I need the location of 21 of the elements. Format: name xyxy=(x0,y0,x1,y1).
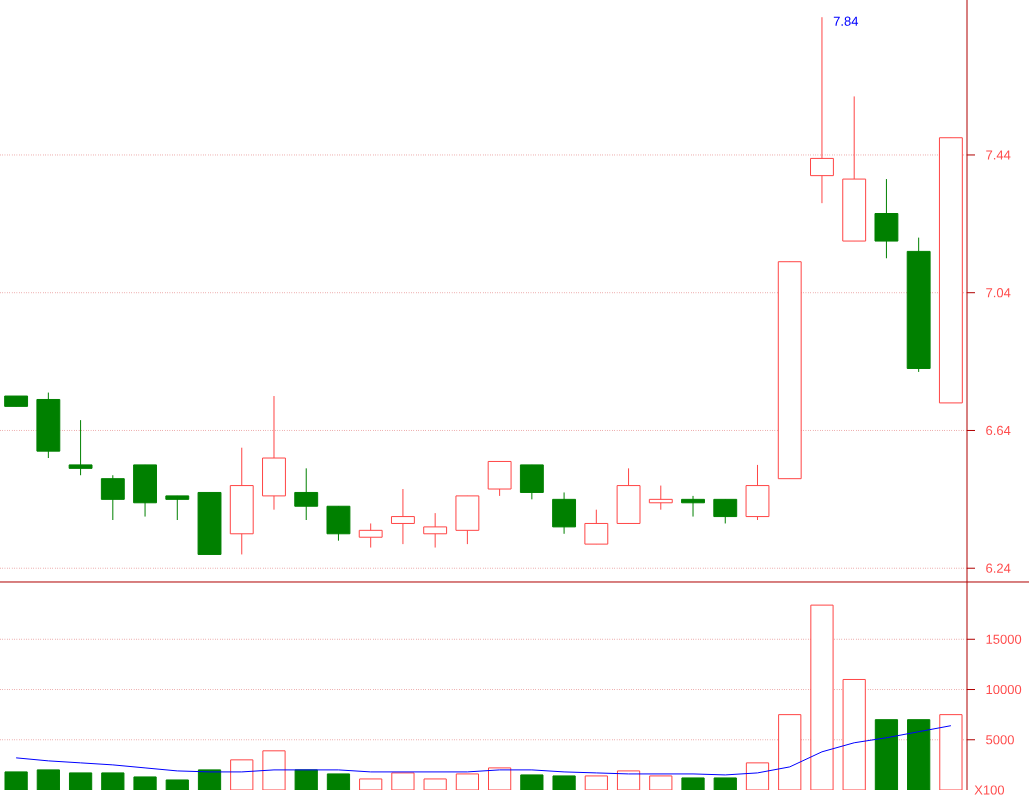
candlestick xyxy=(648,485,673,511)
y-tick-label: 10000 xyxy=(986,684,1022,695)
annotation: 7.84 xyxy=(833,16,859,26)
y-tick-label: 7.04 xyxy=(986,288,1011,298)
y-tick-label: 15000 xyxy=(986,634,1022,644)
y-tick-label: 6.24 xyxy=(986,563,1011,573)
y-tick-label: 7.44 xyxy=(986,150,1011,160)
text: X100 xyxy=(974,785,1005,795)
candlestick xyxy=(165,495,190,521)
y-tick-label: 5000 xyxy=(986,735,1014,745)
candlestick xyxy=(68,419,93,476)
candlestick xyxy=(294,467,319,521)
y-tick-label: 6.64 xyxy=(986,425,1011,436)
candlestick xyxy=(100,474,125,521)
candlestick xyxy=(681,495,705,518)
candlestick xyxy=(358,522,383,549)
candlestick xyxy=(584,509,609,545)
candlestick xyxy=(390,488,415,545)
candlestick xyxy=(713,498,738,524)
candlestick xyxy=(423,512,448,549)
candlestick xyxy=(810,16,834,204)
